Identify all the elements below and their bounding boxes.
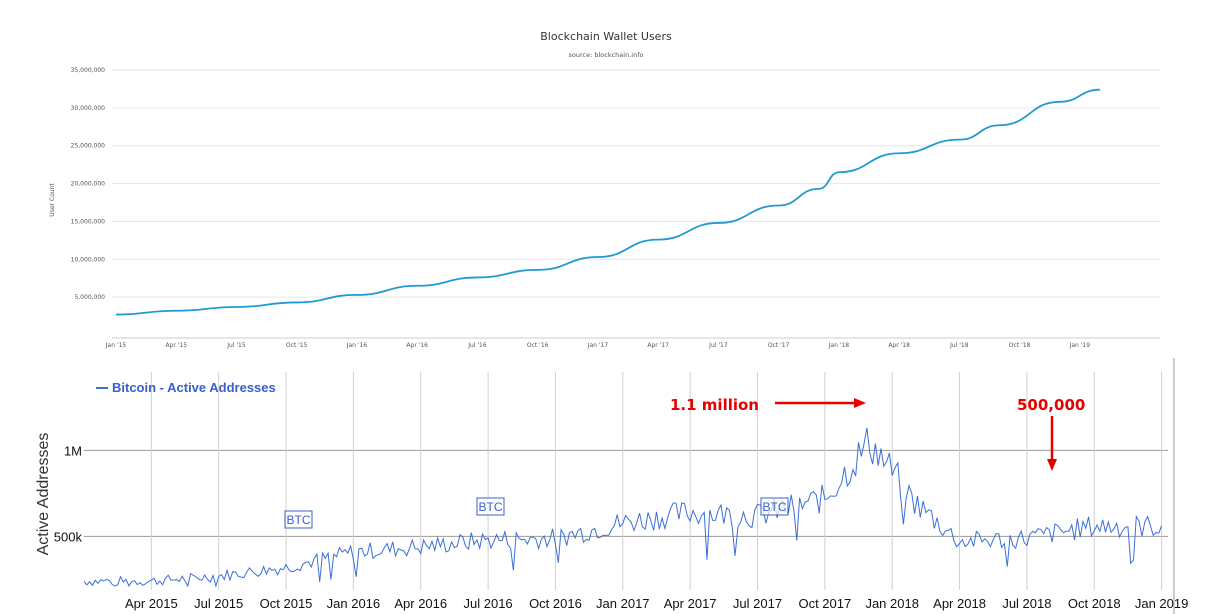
x-tick-label: Jan 2018: [865, 596, 919, 611]
y-tick-label: 10,000,000: [71, 256, 106, 263]
x-tick-label: Apr '15: [165, 342, 187, 349]
y-tick-label: 5,000,000: [74, 294, 105, 301]
y-tick-label: 30,000,000: [71, 105, 106, 112]
x-tick-label: Apr '17: [647, 342, 669, 349]
x-tick-label: Jul '16: [467, 342, 487, 349]
x-tick-label: Jan '15: [105, 342, 127, 349]
btc-marker-box: [476, 497, 505, 516]
y-tick-label: 20,000,000: [71, 181, 106, 188]
y-tick-label: 15,000,000: [71, 218, 106, 225]
x-tick-label: Apr 2016: [394, 596, 447, 611]
x-tick-label: Jan 2017: [596, 596, 650, 611]
x-tick-label: Jan '17: [587, 342, 609, 349]
x-tick-label: Oct 2015: [260, 596, 313, 611]
x-tick-label: Oct '17: [768, 342, 790, 349]
x-tick-label: Oct 2018: [1068, 596, 1121, 611]
chart-subtitle: source: blockchain.info: [569, 51, 644, 59]
annotation-1-1-million: 1.1 million: [670, 396, 759, 414]
x-tick-label: Jan 2019: [1135, 596, 1189, 611]
arrow-head-icon: [854, 398, 866, 408]
btc-marker-label: BTC: [479, 500, 503, 514]
wallet-users-line: [115, 88, 1100, 316]
y-tick-label: 35,000,000: [71, 67, 106, 74]
x-tick-label: Jul '18: [949, 342, 969, 349]
legend-label: Bitcoin - Active Addresses: [112, 380, 276, 395]
x-tick-label: Apr '18: [888, 342, 910, 349]
x-tick-label: Oct '15: [286, 342, 308, 349]
btc-marker-box: [760, 497, 789, 516]
x-tick-label: Jul '17: [708, 342, 728, 349]
chart-title: Blockchain Wallet Users: [540, 30, 672, 43]
x-tick-label: Jul 2017: [733, 596, 782, 611]
x-tick-label: Jul '15: [226, 342, 246, 349]
y-tick-label: 25,000,000: [71, 143, 106, 150]
x-tick-label: Jan 2016: [327, 596, 381, 611]
x-tick-label: Jan '19: [1069, 342, 1091, 349]
active-addresses-line: [83, 427, 1163, 588]
btc-marker-box: [284, 510, 313, 529]
x-tick-label: Jan '16: [346, 342, 368, 349]
y-axis-label: User Count: [49, 183, 56, 217]
btc-marker-label: BTC: [287, 513, 311, 527]
x-tick-label: Apr 2015: [125, 596, 178, 611]
x-tick-label: Jul 2015: [194, 596, 243, 611]
x-tick-label: Oct '16: [527, 342, 549, 349]
x-tick-label: Jul 2016: [464, 596, 513, 611]
y-axis-label: Active Addresses: [35, 433, 52, 556]
annotation-500000: 500,000: [1017, 396, 1085, 414]
y-tick-label: 500k: [54, 529, 83, 544]
x-tick-label: Apr 2018: [933, 596, 986, 611]
x-tick-label: Apr 2017: [664, 596, 717, 611]
x-tick-label: Apr '16: [406, 342, 428, 349]
active-addresses-chart: 500k 1M Apr 2015 Jul 2015 Oct 2015 Jan 2016 A…: [35, 358, 1189, 614]
x-tick-label: Oct '18: [1009, 342, 1031, 349]
btc-marker-label: BTC: [763, 500, 787, 514]
wallet-users-chart: Blockchain Wallet Users source: blockcha…: [49, 30, 1160, 349]
arrow-head-icon: [1047, 459, 1057, 471]
x-tick-label: Jan '18: [828, 342, 850, 349]
x-tick-label: Oct 2017: [798, 596, 851, 611]
y-tick-label: 1M: [64, 443, 82, 458]
x-tick-label: Oct 2016: [529, 596, 582, 611]
x-tick-label: Jul 2018: [1002, 596, 1051, 611]
